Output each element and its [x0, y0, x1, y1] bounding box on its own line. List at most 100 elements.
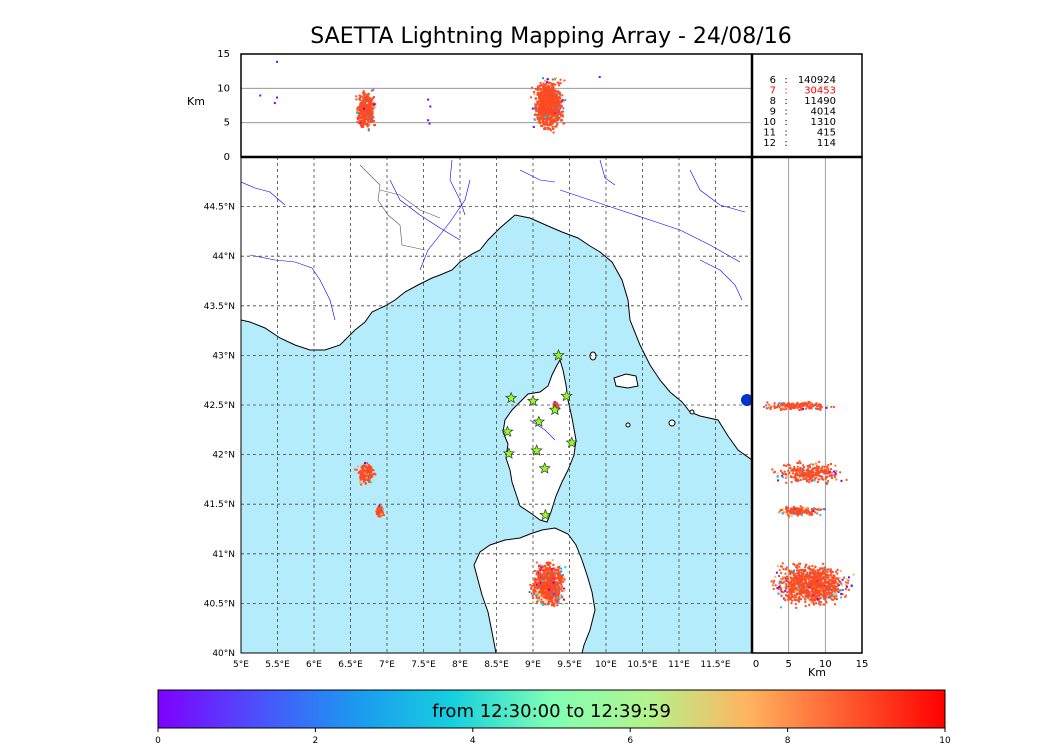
side-lightning-cluster	[762, 400, 836, 411]
count-value: 11490	[804, 96, 836, 107]
top-stray-point	[273, 102, 276, 105]
top-y-tick-label: 10	[217, 83, 230, 94]
top-y-tick-label: 5	[224, 118, 230, 129]
top-lightning	[259, 60, 601, 134]
count-separator: :	[784, 138, 787, 149]
count-separator: :	[784, 107, 787, 118]
station-markers	[501, 348, 578, 521]
colorbar: 0 2 4 6 8 10	[155, 689, 951, 746]
latitude-altitude-panel: 0 5 10 15 Km	[751, 156, 869, 679]
top-stray-point	[427, 98, 430, 101]
station-star-icon	[505, 391, 518, 404]
station-star-icon	[548, 403, 561, 416]
map-x-tick-label: 11.5°E	[700, 660, 731, 670]
map-lightning-cluster	[528, 559, 567, 608]
map-x-tick-label: 6.5°E	[338, 660, 363, 670]
map-x-tick-label: 6°E	[306, 660, 322, 670]
map-y-tick-label: 43°N	[212, 351, 235, 361]
map-x-tick-label: 10.5°E	[627, 660, 658, 670]
side-x-tick-label: 10	[819, 659, 832, 670]
altitude-count-table: 6:1409247:304538:114909:401410:131011:41…	[763, 75, 836, 149]
top-stray-point	[276, 96, 279, 99]
map-x-tick-label: 7.5°E	[411, 660, 436, 670]
map-x-tick-label: 9.5°E	[557, 660, 582, 670]
side-lightning	[762, 400, 855, 609]
side-lightning-cluster	[777, 505, 827, 518]
count-altitude: 8	[770, 96, 776, 107]
count-separator: :	[784, 96, 787, 107]
count-value: 415	[817, 128, 836, 139]
count-value: 4014	[811, 107, 836, 118]
top-stray-point	[427, 119, 430, 122]
colorbar-tick-label: 4	[470, 736, 476, 746]
count-value: 1310	[811, 117, 836, 128]
map-y-tick-label: 42.5°N	[204, 401, 235, 411]
top-stray-point	[276, 60, 279, 63]
top-y-axis-label: Km	[187, 95, 205, 108]
top-gridlines	[241, 87, 752, 124]
count-altitude: 12	[763, 138, 776, 149]
colorbar-gradient	[157, 689, 946, 729]
colorbar-ticks: 0 2 4 6 8 10	[155, 728, 951, 746]
station-star-icon	[539, 508, 552, 521]
map-y-tick-label: 41.5°N	[204, 500, 235, 510]
map-x-tick-label: 7°E	[379, 660, 395, 670]
station-star-icon	[502, 447, 516, 459]
colorbar-tick-label: 0	[155, 736, 161, 746]
station-star-icon	[560, 389, 573, 402]
map-x-tick-label: 5°E	[233, 660, 249, 670]
map-lightning-cluster	[375, 504, 385, 518]
corsica	[502, 358, 577, 523]
map-x-tick-label: 5.5°E	[265, 660, 290, 670]
count-altitude: 7	[770, 86, 776, 97]
map-x-tick-label: 8.5°E	[484, 660, 509, 670]
station-star-icon	[530, 444, 543, 456]
colorbar-tick-label: 10	[939, 736, 951, 746]
borders	[359, 164, 441, 251]
islands	[589, 351, 695, 428]
map-gridlines	[241, 157, 752, 653]
map-x-tick-label: 10°E	[595, 660, 617, 670]
top-y-ticks: 0 5 10 15	[217, 49, 230, 163]
map-x-tick-label: 9°E	[525, 660, 541, 670]
colorbar-tick-label: 8	[785, 736, 791, 746]
top-stray-point	[259, 94, 262, 97]
side-x-axis-label: Km	[808, 666, 826, 679]
map-y-tick-label: 44°N	[212, 252, 235, 262]
side-x-tick-label: 5	[785, 659, 791, 670]
top-stray-point	[598, 75, 601, 78]
colorbar-tick-label: 6	[627, 736, 633, 746]
map-x-tick-label: 8°E	[452, 660, 468, 670]
count-separator: :	[784, 75, 787, 86]
count-altitude: 6	[770, 75, 776, 86]
side-x-ticks: 0 5 10 15	[753, 659, 869, 670]
count-altitude: 11	[763, 128, 776, 139]
map-y-tick-label: 40°N	[212, 649, 235, 659]
side-lightning-cluster	[770, 562, 855, 609]
map-x-tick-label: 11°E	[668, 660, 690, 670]
colorbar-tick-label: 2	[313, 736, 319, 746]
map-x-ticks: 5°E 5.5°E 6°E 6.5°E 7°E 7.5°E 8°E 8.5°E 9°E 9.5°E…	[233, 660, 731, 670]
station-star-icon	[501, 425, 514, 437]
side-x-tick-label: 15	[856, 659, 869, 670]
chart-title: SAETTA Lightning Mapping Array - 24/08/1…	[310, 24, 792, 49]
station-star-icon	[526, 394, 540, 407]
count-altitude: 10	[763, 117, 776, 128]
top-y-tick-label: 0	[224, 152, 230, 163]
map-lightning-cluster	[354, 462, 377, 486]
station-star-icon	[565, 436, 578, 448]
count-value: 114	[817, 138, 836, 149]
rivers	[241, 159, 746, 441]
top-y-tick-label: 15	[217, 49, 230, 60]
count-separator: :	[784, 86, 787, 97]
colorbar-label: from 12:30:00 to 12:39:59	[432, 701, 671, 722]
map-y-ticks: 40°N 40.5°N 41°N 41.5°N 42°N 42.5°N 43°N 43.5°N…	[204, 203, 235, 659]
count-separator: :	[784, 128, 787, 139]
map-y-tick-label: 43.5°N	[204, 302, 235, 312]
map-y-tick-label: 44.5°N	[204, 203, 235, 213]
count-altitude: 9	[770, 107, 776, 118]
count-value: 140924	[798, 75, 836, 86]
station-star-icon	[538, 462, 551, 474]
altitude-longitude-panel: 0 5 10 15 Km	[187, 49, 753, 163]
